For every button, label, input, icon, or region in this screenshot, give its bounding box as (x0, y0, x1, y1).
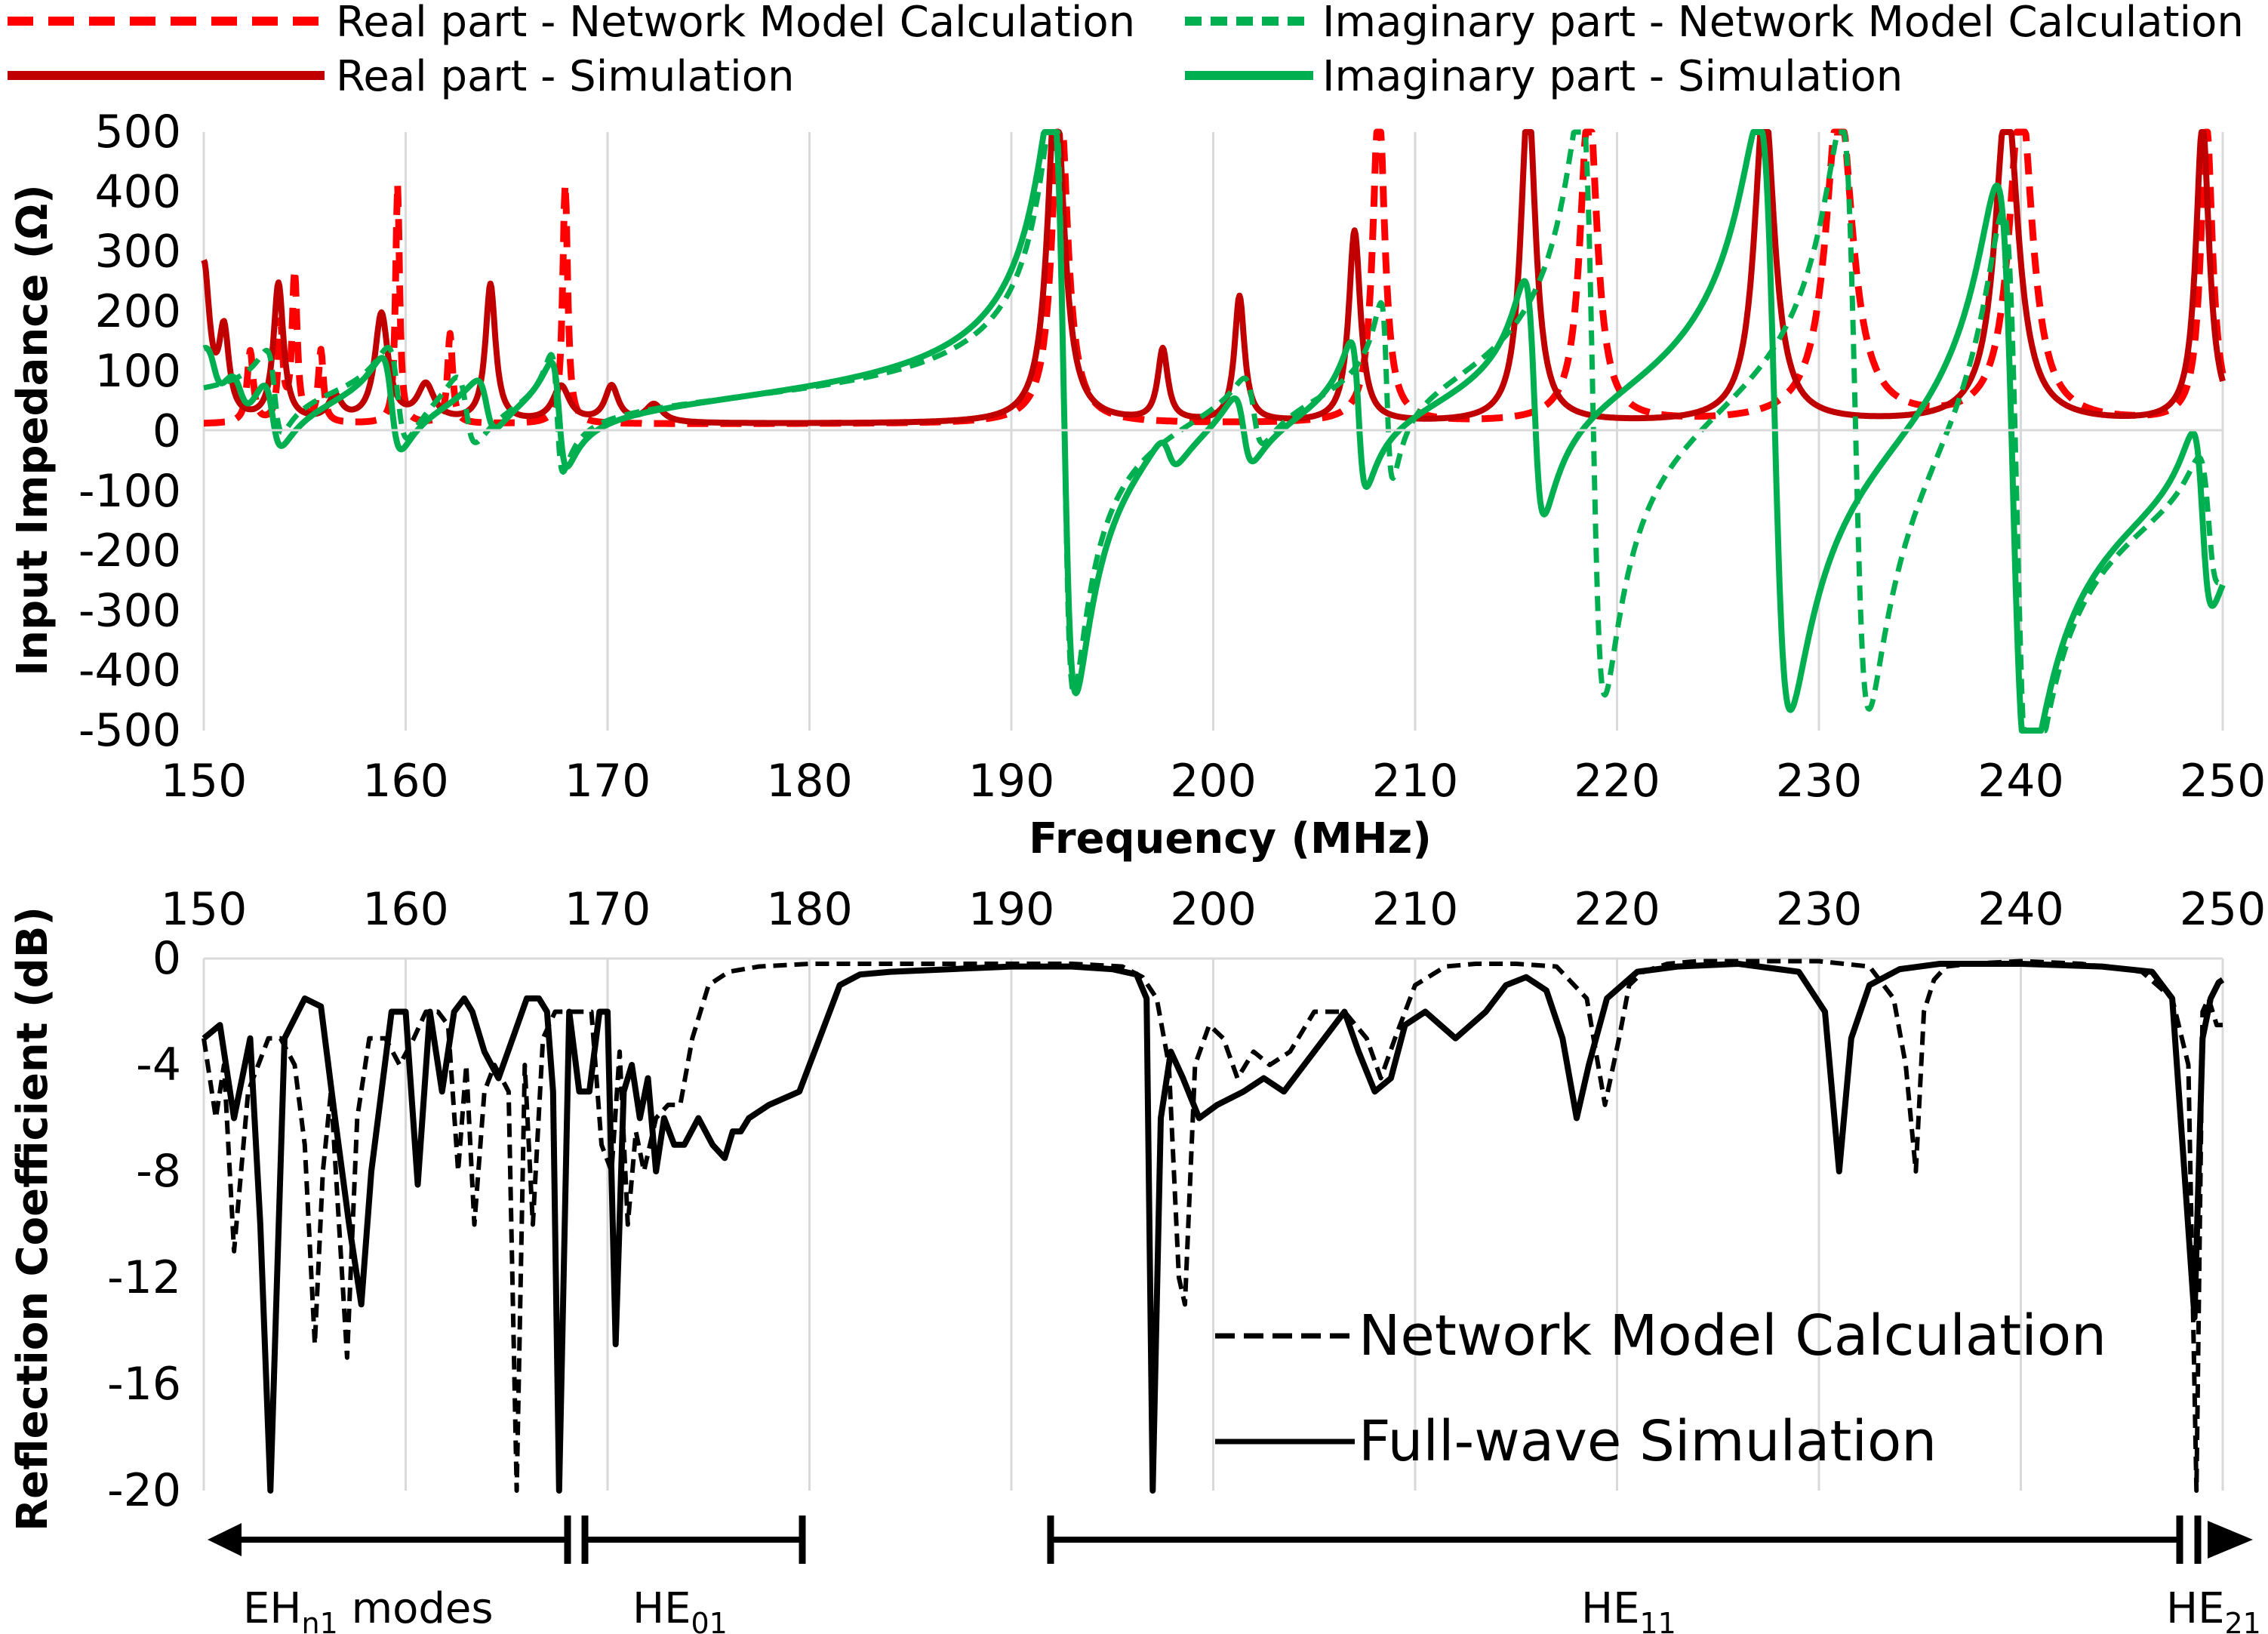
legend-label-real-model: Real part - Network Model Calculation (336, 0, 1135, 47)
reflection-x-tick-label: 150 (161, 883, 248, 936)
impedance-y-axis-title: Input Impedance (Ω) (8, 184, 57, 675)
impedance-y-tick-label: -100 (78, 465, 181, 518)
reflection-y-ticks: 0 -4 -8 -12 -16 -20 (107, 932, 181, 1517)
reflection-legend: Network Model Calculation Full-wave Simu… (1215, 1303, 2106, 1474)
impedance-y-tick-label: -300 (78, 584, 181, 637)
reflection-x-tick-label: 160 (362, 883, 449, 936)
mode-label-he11: HE11 (1581, 1584, 1676, 1634)
impedance-x-tick-label: 250 (2180, 755, 2266, 808)
top-legend: Real part - Network Model Calculation Re… (8, 0, 2244, 101)
impedance-series (201, 128, 2226, 734)
legend-label-real-sim: Real part - Simulation (336, 52, 794, 101)
reflection-x-tick-label: 230 (1776, 883, 1863, 936)
reflection-x-tick-label: 220 (1574, 883, 1660, 936)
legend-label-imag-model: Imaginary part - Network Model Calculati… (1322, 0, 2244, 47)
reflection-y-tick-label: 0 (152, 932, 181, 985)
impedance-y-tick-label: 200 (94, 285, 181, 338)
reflection-y-axis-title: Reflection Coefficient (dB) (8, 906, 57, 1531)
impedance-y-tick-label: 300 (94, 226, 181, 278)
impedance-y-tick-label: 500 (94, 106, 181, 158)
impedance-x-tick-label: 180 (766, 755, 853, 808)
mode-label-eh: EHn1 modes (243, 1584, 494, 1634)
impedance-x-axis-title: Frequency (MHz) (1029, 814, 1432, 863)
impedance-x-tick-label: 160 (362, 755, 449, 808)
reflection-series-line (202, 961, 2225, 1494)
impedance-x-tick-label: 150 (161, 755, 248, 808)
impedance-x-tick-label: 170 (565, 755, 651, 808)
impedance-y-tick-label: 0 (152, 405, 181, 458)
impedance-series-line (202, 129, 2226, 734)
reflection-y-tick-label: -4 (136, 1039, 181, 1091)
impedance-x-tick-label: 230 (1776, 755, 1863, 808)
reflection-x-tick-label: 200 (1170, 883, 1257, 936)
reflection-x-tick-label: 250 (2180, 883, 2266, 936)
impedance-x-tick-label: 220 (1574, 755, 1660, 808)
reflection-series (202, 959, 2225, 1494)
legend-label-imag-sim: Imaginary part - Simulation (1322, 52, 1903, 101)
he21-arrow-head (2208, 1521, 2253, 1559)
mode-annotations: EHn1 modes HE01 HE11 HE21 (208, 1516, 2261, 1634)
reflection-x-tick-label: 210 (1372, 883, 1459, 936)
mode-label-he21: HE21 (2166, 1584, 2261, 1634)
impedance-y-ticks: 500 400 300 200 100 0 -100 -200 -300 -400 -500 (78, 106, 181, 757)
impedance-series-line (201, 128, 2226, 427)
impedance-y-tick-label: -400 (78, 645, 181, 697)
reflection-y-tick-label: -8 (136, 1145, 181, 1198)
impedance-y-tick-label: -200 (78, 525, 181, 577)
reflection-chart: 0 -4 -8 -12 -16 -20 150 160 170 180 190 200 210 220 2… (8, 883, 2266, 1531)
impedance-x-tick-label: 210 (1372, 755, 1459, 808)
impedance-y-tick-label: -500 (78, 704, 181, 757)
reflection-y-tick-label: -20 (107, 1464, 181, 1517)
reflection-y-tick-label: -12 (107, 1251, 181, 1304)
impedance-series-line (201, 129, 2226, 426)
impedance-x-tick-label: 190 (968, 755, 1055, 808)
impedance-x-tick-label: 200 (1170, 755, 1257, 808)
reflection-x-tick-label: 190 (968, 883, 1055, 936)
mode-label-he01: HE01 (632, 1584, 728, 1634)
legend-label-network: Network Model Calculation (1359, 1303, 2106, 1368)
reflection-x-tick-label: 240 (1977, 883, 2064, 936)
reflection-x-tick-label: 180 (766, 883, 853, 936)
impedance-x-ticks: 150 160 170 180 190 200 210 220 230 240 250 (161, 755, 2266, 808)
reflection-y-tick-label: -16 (107, 1358, 181, 1411)
impedance-y-tick-label: 100 (94, 345, 181, 398)
reflection-grid (202, 957, 2224, 1491)
impedance-x-tick-label: 240 (1977, 755, 2064, 808)
reflection-x-tick-label: 170 (565, 883, 651, 936)
reflection-x-ticks: 150 160 170 180 190 200 210 220 230 240 250 (161, 883, 2266, 936)
impedance-y-tick-label: 400 (94, 165, 181, 218)
impedance-chart: 500 400 300 200 100 0 -100 -200 -300 -400 -500 150… (8, 106, 2266, 863)
eh-arrow-head (208, 1523, 242, 1556)
legend-label-fullwave: Full-wave Simulation (1359, 1409, 1937, 1474)
